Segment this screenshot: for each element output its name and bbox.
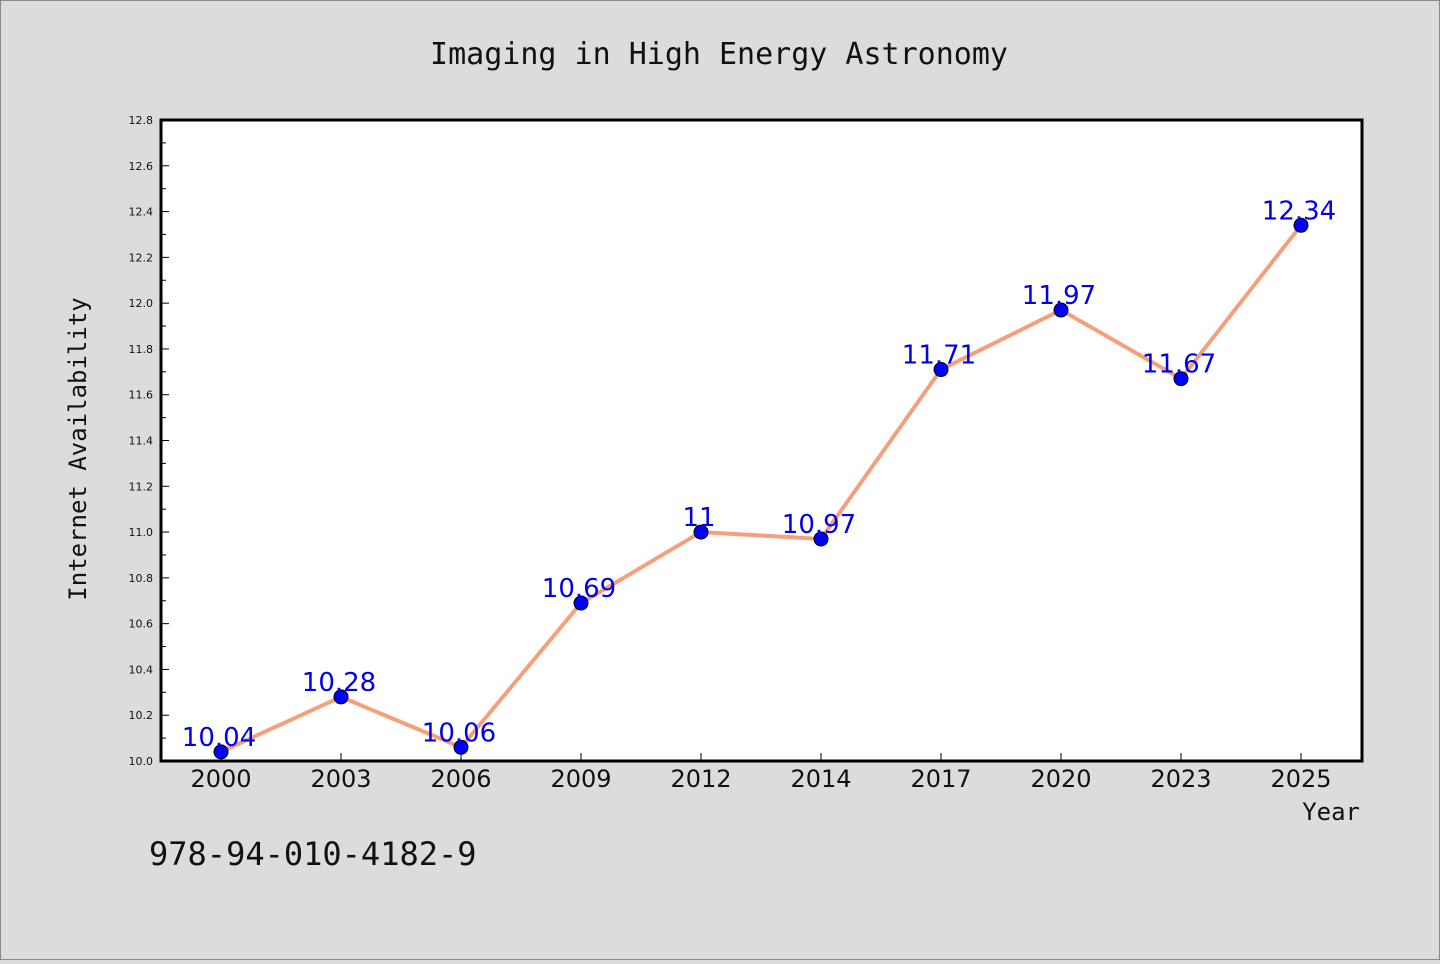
x-tick-label: 2000 (190, 765, 251, 793)
data-point (333, 689, 349, 705)
data-point (453, 739, 469, 755)
y-tick-label: 11.2 (129, 480, 154, 493)
y-axis-ticks: 10.0 10.2 10.4 10.6 10.8 11.0 11.2 11.4 11.6 11.8… (129, 114, 169, 768)
data-point (1293, 217, 1309, 233)
y-tick-label: 11.0 (129, 526, 154, 539)
y-tick-label: 10.0 (129, 755, 154, 768)
y-tick-label: 12.8 (129, 114, 154, 127)
x-tick-label: 2006 (430, 765, 491, 793)
data-point (813, 531, 829, 547)
x-tick-label: 2023 (1150, 765, 1211, 793)
y-tick-label: 12.0 (129, 297, 154, 310)
data-label: 10.28 (302, 668, 376, 698)
data-point (573, 595, 589, 611)
x-tick-label: 2014 (790, 765, 851, 793)
y-tick-label: 12.6 (129, 160, 154, 173)
data-point (1053, 302, 1069, 318)
y-tick-label: 11.8 (129, 343, 154, 356)
x-tick-label: 2025 (1270, 765, 1331, 793)
data-point (1173, 371, 1189, 387)
data-point (213, 744, 229, 760)
y-tick-label: 10.4 (129, 663, 154, 676)
y-tick-label: 12.2 (129, 251, 154, 264)
data-label: 12.34 (1262, 196, 1336, 226)
data-label: 11.71 (902, 341, 976, 371)
plot-area (159, 118, 1364, 763)
x-tick-label: 2017 (910, 765, 971, 793)
x-tick-label: 2003 (310, 765, 371, 793)
data-point (933, 362, 949, 378)
y-tick-label: 10.2 (129, 709, 154, 722)
data-label: 11 (682, 503, 715, 533)
y-tick-label: 11.4 (129, 435, 154, 448)
x-axis-label: Year (1302, 798, 1360, 826)
footer-isbn: 978-94-010-4182-9 (149, 835, 477, 873)
data-label: 10.97 (782, 510, 856, 540)
data-label: 11.97 (1022, 281, 1096, 311)
series-group: 10.04 10.28 10.06 10.69 11 10.97 11.71 11.97 11.… (182, 196, 1336, 760)
x-tick-label: 2012 (670, 765, 731, 793)
data-label: 11.67 (1142, 350, 1216, 380)
data-label: 10.06 (422, 718, 496, 748)
series-line (219, 223, 1303, 754)
chart-title: Imaging in High Energy Astronomy (430, 37, 1008, 72)
y-tick-label: 10.8 (129, 572, 154, 585)
y-tick-label: 12.4 (129, 206, 154, 219)
y-tick-label: 11.6 (129, 389, 154, 402)
x-axis-ticks: 2000 2003 2006 2009 2012 2014 2017 2020 2023 2025 (190, 753, 1332, 793)
y-axis-label: Internet Availability (64, 297, 92, 600)
y-tick-label: 10.6 (129, 618, 154, 631)
x-tick-label: 2009 (550, 765, 611, 793)
data-label: 10.04 (182, 723, 256, 753)
data-point (693, 524, 709, 540)
x-tick-label: 2020 (1030, 765, 1091, 793)
data-label: 10.69 (542, 574, 616, 604)
